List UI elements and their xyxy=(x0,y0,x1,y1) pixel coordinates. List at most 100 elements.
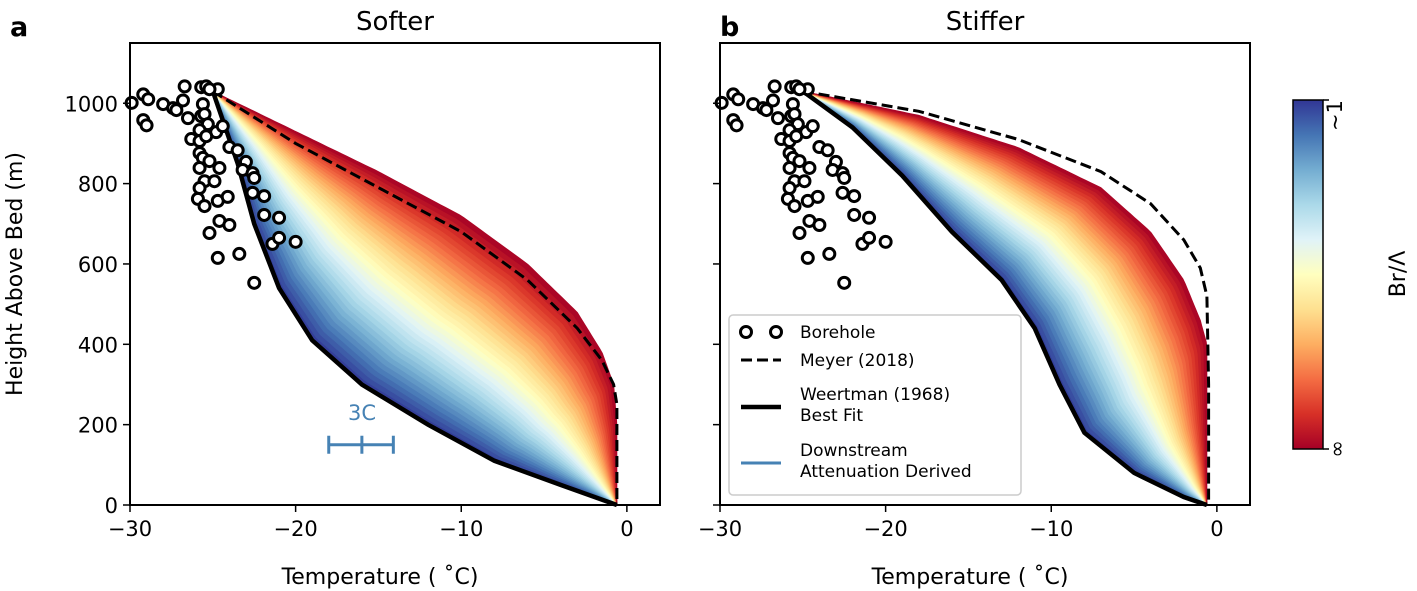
borehole-point xyxy=(176,93,190,108)
panel-a: −30 −20 −10 0 0 200 400 600 800 1000 a Softer Tem… xyxy=(3,7,661,590)
borehole-point xyxy=(782,181,797,196)
colorbar-tick-top: ~1 xyxy=(1323,100,1347,131)
borehole-point xyxy=(232,246,247,261)
borehole-point xyxy=(215,119,230,134)
borehole-point xyxy=(207,174,222,189)
borehole-point xyxy=(847,207,862,222)
borehole-point xyxy=(766,93,780,108)
x-tick-label: −30 xyxy=(698,517,742,541)
xlabel-b: Temperature ( ˚C) xyxy=(871,565,1069,590)
colorbar-label: Br/Λ xyxy=(1386,251,1411,298)
borehole-point xyxy=(767,79,782,94)
borehole-point xyxy=(177,79,192,94)
borehole-point xyxy=(837,275,852,290)
borehole-point xyxy=(288,234,303,249)
ticks-a: −30 −20 −10 0 0 200 400 600 800 1000 xyxy=(65,92,634,541)
borehole-point xyxy=(230,143,245,158)
borehole-point xyxy=(192,160,207,175)
xlabel-a: Temperature ( ˚C) xyxy=(281,565,479,590)
x-tick-label: −10 xyxy=(439,517,483,541)
borehole-point xyxy=(257,207,272,222)
borehole-point xyxy=(247,170,262,185)
borehole-point xyxy=(878,234,893,249)
borehole-point xyxy=(782,160,797,175)
borehole-point xyxy=(197,199,212,214)
legend-weertman: Weertman (1968) xyxy=(800,385,950,405)
borehole-point xyxy=(139,118,154,133)
borehole-point xyxy=(257,189,272,204)
title-b: Stiffer xyxy=(946,7,1025,37)
borehole-point xyxy=(805,119,820,134)
axes-frame-a xyxy=(129,42,661,506)
legend-borehole-marker xyxy=(769,325,783,339)
borehole-point xyxy=(797,174,812,189)
borehole-point xyxy=(220,189,235,204)
borehole-point xyxy=(210,250,225,265)
borehole-point xyxy=(212,160,227,175)
meyer-2018-line xyxy=(802,89,1211,505)
title-a: Softer xyxy=(356,7,434,37)
lines-b xyxy=(801,89,1211,508)
axes-frame-b xyxy=(719,42,1251,506)
borehole-point xyxy=(729,118,744,133)
legend-borehole-marker xyxy=(739,325,753,339)
borehole-point xyxy=(822,246,837,261)
borehole-point xyxy=(245,185,260,200)
borehole-point xyxy=(792,226,807,241)
borehole-point xyxy=(202,82,217,97)
colorbar: ~1 ∞ Br/Λ xyxy=(1292,99,1411,458)
borehole-point xyxy=(787,199,802,214)
borehole-point xyxy=(792,154,807,169)
x-tick-label: −20 xyxy=(273,517,317,541)
borehole-points-b xyxy=(714,79,893,290)
borehole-point xyxy=(192,181,207,196)
borehole-point xyxy=(837,170,852,185)
borehole-point xyxy=(835,185,850,200)
borehole-point xyxy=(862,210,877,225)
borehole-point xyxy=(802,160,817,175)
x-tick-label: −20 xyxy=(863,517,907,541)
borehole-point xyxy=(247,275,262,290)
borehole-point xyxy=(272,210,287,225)
borehole-point xyxy=(847,189,862,204)
y-tick-label: 200 xyxy=(78,414,118,438)
meyer-2018-line xyxy=(212,89,619,505)
borehole-point xyxy=(222,217,237,232)
borehole-point xyxy=(789,129,804,144)
ensemble-fill-a xyxy=(212,90,618,506)
borehole-point xyxy=(820,143,835,158)
borehole-point xyxy=(202,226,217,241)
error-bar xyxy=(327,435,395,454)
borehole-point xyxy=(272,230,287,245)
borehole-point xyxy=(169,103,184,118)
x-tick-label: 0 xyxy=(620,517,633,541)
weertman-best-fit-line xyxy=(801,89,1208,508)
y-tick-label: 800 xyxy=(78,173,118,197)
borehole-point xyxy=(800,250,815,265)
legend-downstream: Downstream xyxy=(800,441,908,461)
legend-attenuation: Attenuation Derived xyxy=(800,462,972,482)
borehole-point xyxy=(199,129,214,144)
borehole-point xyxy=(812,217,827,232)
y-tick-label: 0 xyxy=(105,494,118,518)
y-tick-label: 600 xyxy=(78,253,118,277)
borehole-point xyxy=(202,154,217,169)
panel-label-a: a xyxy=(10,12,28,43)
borehole-point xyxy=(770,111,785,126)
ylabel: Height Above Bed (m) xyxy=(3,152,28,396)
legend-best-fit: Best Fit xyxy=(800,406,863,426)
x-tick-label: 0 xyxy=(1210,517,1223,541)
y-tick-label: 1000 xyxy=(65,92,118,116)
borehole-point xyxy=(759,103,774,118)
ticks-b: −30 −20 −10 0 xyxy=(698,102,1224,541)
colorbar-gradient xyxy=(1292,99,1324,450)
borehole-points-a xyxy=(124,79,303,290)
panel-b: −30 −20 −10 0 b Stiffer Temperature ( ˚C) B… xyxy=(698,7,1251,590)
panel-label-b: b xyxy=(720,12,739,43)
borehole-point xyxy=(810,189,825,204)
x-tick-label: −30 xyxy=(108,517,152,541)
error-bar-label: 3C xyxy=(348,401,376,425)
legend-meyer: Meyer (2018) xyxy=(800,351,915,371)
x-tick-label: −10 xyxy=(1029,517,1073,541)
